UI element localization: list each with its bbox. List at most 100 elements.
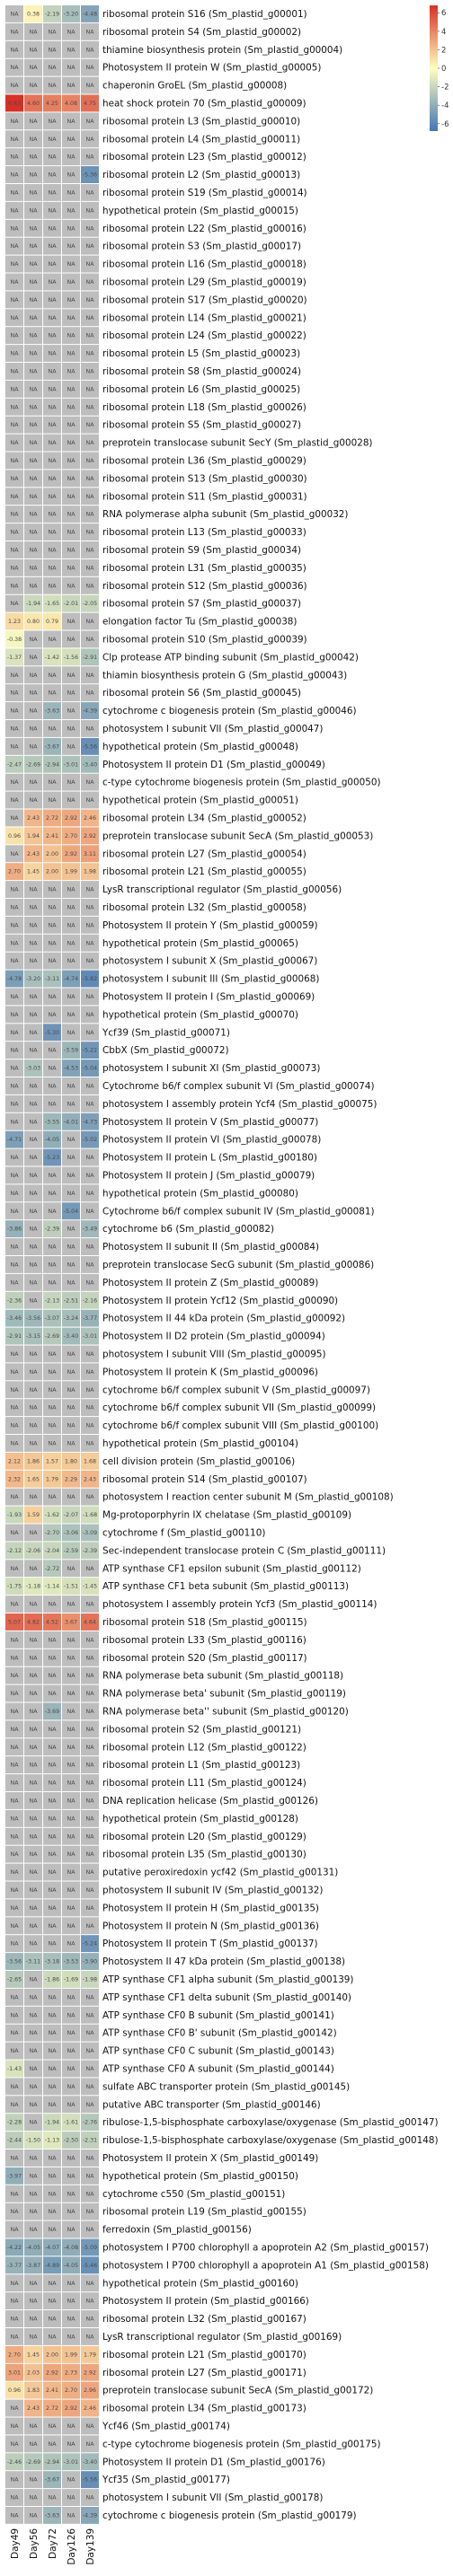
heatmap-cell [43,845,61,863]
row-label: ribosomal protein S16 (Sm_plastid_g00001… [102,9,307,20]
heatmap-cell [81,398,99,416]
heatmap-cell [5,1024,23,1042]
heatmap-cell [62,1631,80,1648]
heatmap-cell [62,2096,80,2114]
cell-value-label: NA [10,2441,19,2448]
cell-value-label: NA [10,11,19,17]
heatmap-cell [43,1166,61,1184]
row-label: ribosomal protein L14 (Sm_plastid_g00021… [102,312,306,323]
cell-value-label: NA [10,2209,19,2215]
row-label: photosystem I subunit XI (Sm_plastid_g00… [102,1063,320,1074]
heatmap-cell [81,1738,99,1756]
heatmap-cell [43,2399,61,2417]
heatmap-cell [43,1435,61,1452]
cell-value-label: NA [10,2227,19,2233]
heatmap-cell [24,1774,42,1791]
heatmap-cell [81,2150,99,2167]
cell-value-label: NA [48,887,57,893]
cell-value-label: NA [85,1798,94,1804]
heatmap-cell [5,2220,23,2238]
cell-value-label: NA [10,119,19,125]
heatmap-cell [43,863,61,881]
cell-value-label: NA [85,565,94,571]
heatmap-cell [24,1417,42,1434]
heatmap-cell [62,702,80,719]
heatmap-cell [43,1059,61,1077]
cell-value-label: -1.69 [64,1976,78,1983]
heatmap-cell [43,594,61,612]
cell-value-label: NA [85,2155,94,2161]
heatmap-cell [24,345,42,362]
row-label: heat shock protein 70 (Sm_plastid_g00009… [102,98,306,109]
cell-value-label: NA [10,136,19,143]
cell-value-label: NA [85,2173,94,2179]
heatmap-cell [43,1631,61,1648]
cell-value-label: 2.29 [65,1476,77,1482]
cell-value-label: NA [29,887,38,893]
heatmap-cell [81,2185,99,2202]
heatmap-cell [43,1738,61,1756]
heatmap-cell [43,1345,61,1363]
row-label: hypothetical protein (Sm_plastid_g00065) [102,938,298,949]
cell-value-label: NA [29,47,38,53]
heatmap-cell [81,2114,99,2132]
cell-value-label: NA [48,1405,57,1411]
heatmap-cell [62,2185,80,2202]
heatmap-cell [62,5,80,22]
heatmap-cell [81,1130,99,1148]
heatmap-cell [62,2202,80,2220]
row-label: hypothetical protein (Sm_plastid_g00048) [102,742,298,752]
heatmap-cell [62,1327,80,1345]
heatmap-cell [24,1524,42,1542]
cell-value-label: 1.45 [27,869,40,875]
cell-value-label: NA [67,1566,76,1572]
heatmap-cell [62,594,80,612]
cell-value-label: NA [67,994,76,1000]
heatmap-cell [81,2381,99,2399]
heatmap-cell [24,2453,42,2471]
heatmap-cell [5,345,23,362]
heatmap-cell [43,76,61,94]
heatmap-cell [81,1648,99,1666]
cell-value-label: NA [85,29,94,35]
heatmap-cell [24,1345,42,1363]
cell-value-label: NA [29,297,38,303]
cell-value-label: NA [29,404,38,410]
heatmap-cell [43,2507,61,2524]
cell-value-label: NA [48,1637,57,1643]
heatmap-cell [43,702,61,719]
heatmap-cell [43,2220,61,2238]
cell-value-label: NA [29,2299,38,2305]
heatmap-cell [43,2060,61,2078]
cell-value-label: NA [29,797,38,804]
row-label: Photosystem II protein D1 (Sm_plastid_g0… [102,760,325,770]
cell-value-label: 3.11 [84,851,96,857]
cell-value-label: NA [85,779,94,786]
cell-value-label: NA [85,1244,94,1251]
cell-value-label: NA [67,261,76,268]
heatmap-cell [5,2256,23,2274]
cell-value-label: NA [29,583,38,589]
cell-value-label: -2.91 [7,1333,22,1340]
heatmap-cell [5,1845,23,1863]
heatmap-cell [43,452,61,470]
cell-value-label: 2.41 [46,2387,58,2394]
heatmap-cell [43,1524,61,1542]
cell-value-label: -1.61 [64,2120,78,2126]
cell-value-label: NA [85,619,94,625]
heatmap-cell [43,612,61,630]
cell-value-label: NA [48,940,57,946]
heatmap-cell [62,863,80,881]
cell-value-label: NA [29,119,38,125]
row-label: ATP synthase CF0 B' subunit (Sm_plastid_… [102,2028,337,2039]
cell-value-label: NA [85,1209,94,1215]
cell-value-label: NA [48,2209,57,2215]
cell-value-label: NA [29,1048,38,1054]
cell-value-label: -2.51 [64,1297,78,1304]
heatmap-cell [62,488,80,506]
heatmap-cell [62,1774,80,1791]
cell-value-label: 3.67 [65,1619,77,1625]
heatmap-cell [43,1077,61,1095]
heatmap-cell [43,2006,61,2024]
cell-value-label: -1.50 [26,2138,40,2144]
